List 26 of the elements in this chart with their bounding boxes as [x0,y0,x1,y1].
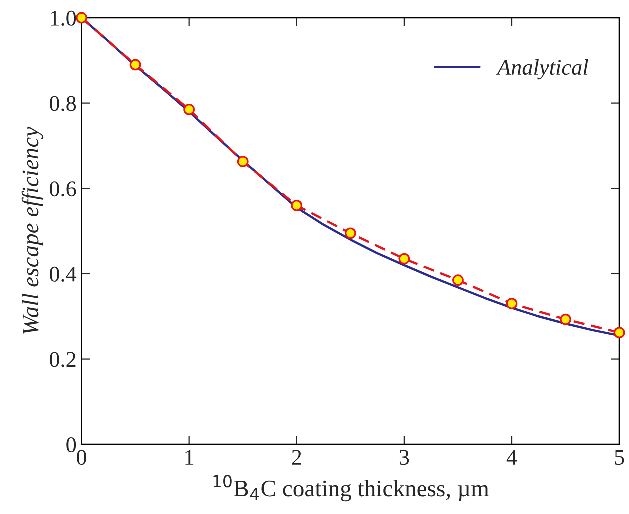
x-axis-title: $^{10}$B$_{4}$C coating thickness, µm [214,475,490,502]
x-tick-label: 0 [77,450,86,466]
point [76,12,88,24]
y-tick-label: 0.4 [50,266,77,282]
point [184,104,196,116]
point [560,314,572,326]
y-tick-label: 0.6 [50,182,76,197]
point [614,327,626,339]
x-tick-label: 1 [186,450,194,465]
y-axis-title: Wall escape efficiency [22,126,44,334]
x-tick-label: 2 [292,450,302,465]
point [237,156,249,168]
legend-label: Analytical [496,59,588,80]
x-tick-label: 3 [400,450,410,466]
y-tick-label: 1.0 [51,10,76,26]
y-tick-label: 0.8 [50,96,76,112]
x-tick-label: 4 [506,450,518,465]
y-tick-label: 0 [66,438,76,453]
x-tick-label: 5 [615,450,624,466]
point [130,59,142,71]
point [344,228,356,240]
y-tick-label: 0.2 [50,352,76,368]
point [291,200,303,212]
point [398,253,410,265]
point [452,274,464,286]
point [506,298,518,310]
